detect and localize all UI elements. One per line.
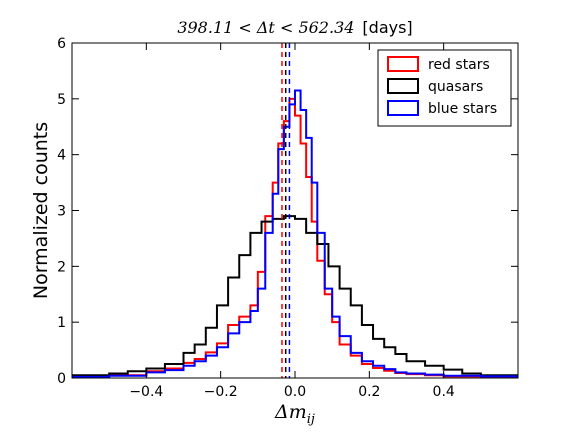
series-blue-stars <box>72 89 518 378</box>
legend-box <box>377 49 512 127</box>
legend-swatch <box>387 56 419 72</box>
legend-label: red stars <box>428 57 490 73</box>
y-tick-label: 2 <box>57 259 66 275</box>
chart-title-suffix: [days] <box>362 18 412 37</box>
y-tick-label: 1 <box>57 315 66 331</box>
y-tick-label: 3 <box>57 204 66 220</box>
y-tick-label: 4 <box>57 148 66 164</box>
series-quasars <box>72 215 518 377</box>
chart-title: 398.11 < Δt < 562.34 [days] <box>177 18 412 37</box>
axes: −0.4 −0.2 0.0 0.2 0.4 0 1 2 3 4 5 6 <box>57 36 519 400</box>
legend-label: quasars <box>428 79 483 95</box>
series-group <box>72 89 518 378</box>
x-tick-label: 0.2 <box>358 384 380 400</box>
y-tick-label: 5 <box>57 92 66 108</box>
chart-title-math: 398.11 < Δt < 562.34 <box>177 18 354 37</box>
x-tick-label: 0.0 <box>284 384 306 400</box>
x-axis-label: Δmij <box>274 401 315 427</box>
svg-text:398.11 < Δt < 562.34[days]: 398.11 < Δt < 562.34 [days] <box>177 18 412 37</box>
x-tick-label: −0.4 <box>129 384 163 400</box>
y-axis-label: Normalized counts <box>30 122 52 299</box>
legend-swatch <box>387 100 419 116</box>
legend-label: blue stars <box>428 101 497 117</box>
legend-swatch <box>387 78 419 94</box>
y-tick-label: 6 <box>57 36 66 52</box>
legend: red stars quasars blue stars <box>377 49 512 127</box>
series-red-stars <box>72 97 518 378</box>
y-tick-label: 0 <box>57 371 66 387</box>
x-tick-label: −0.2 <box>204 384 238 400</box>
plot-area <box>72 43 518 378</box>
x-tick-label: 0.4 <box>433 384 455 400</box>
